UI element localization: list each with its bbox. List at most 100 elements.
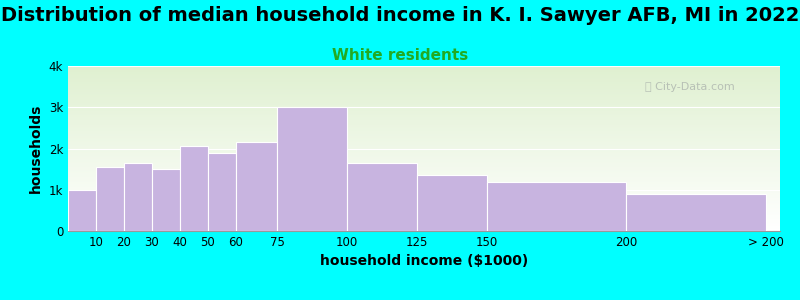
Bar [68, 196, 780, 197]
Bar [68, 184, 780, 185]
Bar [417, 175, 487, 231]
Bar [68, 99, 780, 100]
Bar [68, 155, 780, 156]
Bar [68, 213, 780, 214]
Bar [68, 172, 780, 173]
Bar [68, 103, 780, 104]
Bar [68, 224, 780, 225]
Bar [68, 175, 780, 176]
Bar [68, 118, 780, 119]
Bar [68, 173, 780, 174]
Bar [68, 101, 780, 102]
Bar [68, 190, 780, 191]
Bar [68, 209, 780, 210]
Bar [68, 157, 780, 158]
Bar [68, 217, 780, 218]
Bar [68, 136, 780, 137]
Bar [68, 171, 780, 172]
Bar [68, 75, 780, 76]
Bar [68, 167, 780, 168]
Bar [68, 159, 780, 160]
Bar [68, 82, 780, 83]
Bar [68, 131, 780, 132]
Bar [68, 201, 780, 202]
Bar [235, 142, 278, 231]
Bar [68, 178, 780, 179]
Bar [68, 107, 780, 108]
Bar [68, 202, 780, 203]
Bar [68, 110, 780, 111]
Bar [68, 78, 780, 79]
Bar [68, 105, 780, 106]
Bar [68, 114, 780, 115]
Bar [68, 154, 780, 155]
Bar [180, 146, 208, 231]
Bar [68, 133, 780, 134]
Bar [68, 129, 780, 130]
Bar [68, 163, 780, 164]
Bar [68, 71, 780, 72]
Bar [68, 146, 780, 147]
Bar [68, 70, 780, 71]
Bar [68, 208, 780, 209]
Bar [68, 130, 780, 131]
Bar [68, 221, 780, 222]
Bar [68, 216, 780, 217]
Bar [68, 160, 780, 161]
Bar [68, 121, 780, 122]
Bar [68, 67, 780, 68]
Bar [68, 220, 780, 221]
Bar [68, 144, 780, 145]
Bar [68, 141, 780, 142]
Bar [68, 100, 780, 101]
Bar [68, 152, 780, 153]
Bar [152, 169, 180, 231]
Bar [68, 137, 780, 138]
Bar [68, 123, 780, 124]
Bar [68, 89, 780, 90]
Bar [68, 156, 780, 157]
Bar [68, 165, 780, 166]
Bar [68, 185, 780, 186]
Y-axis label: households: households [30, 104, 43, 193]
Bar [68, 140, 780, 141]
Bar [68, 74, 780, 75]
Bar [68, 108, 780, 109]
Bar [68, 225, 780, 226]
Bar [68, 72, 780, 73]
Bar [96, 167, 124, 231]
Bar [68, 145, 780, 146]
Bar [68, 153, 780, 154]
Bar [68, 125, 780, 126]
Bar [68, 106, 780, 107]
Bar [68, 181, 780, 182]
Bar [68, 147, 780, 148]
Bar [68, 226, 780, 227]
Bar [68, 176, 780, 177]
Bar [68, 124, 780, 125]
Bar [68, 193, 780, 194]
Bar [68, 90, 780, 91]
Bar [68, 143, 780, 144]
Bar [68, 229, 780, 230]
Bar [68, 98, 780, 99]
Bar [68, 211, 780, 212]
Text: White residents: White residents [332, 48, 468, 63]
Bar [68, 150, 780, 151]
Bar [208, 153, 235, 231]
Bar [68, 135, 780, 136]
Bar [68, 88, 780, 89]
Bar [68, 127, 780, 128]
Bar [68, 148, 780, 149]
Bar [68, 149, 780, 150]
Bar [68, 179, 780, 180]
Bar [68, 206, 780, 207]
Bar [68, 81, 780, 82]
Bar [68, 187, 780, 188]
Bar [68, 69, 780, 70]
Bar [68, 207, 780, 208]
Bar [68, 116, 780, 117]
Bar [68, 83, 780, 84]
Bar [68, 190, 96, 231]
Bar [68, 138, 780, 139]
